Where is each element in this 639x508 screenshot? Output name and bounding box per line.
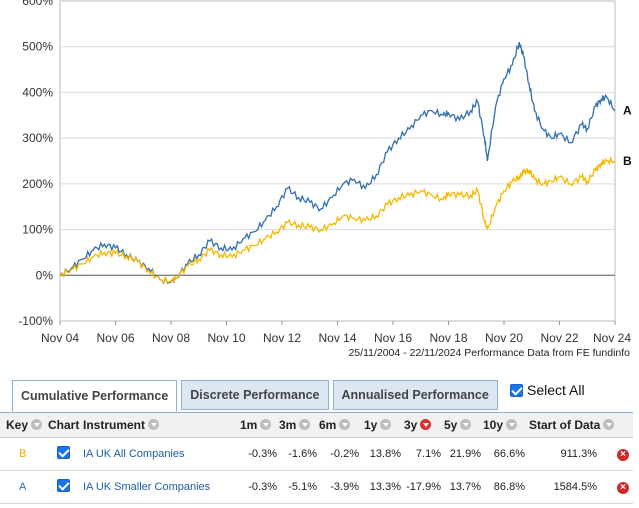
grid-lines: [60, 46, 615, 276]
header-1y[interactable]: 1y: [359, 418, 401, 432]
value-3m: -1.6%: [288, 448, 317, 460]
x-tick-label: Nov 18: [429, 331, 467, 345]
value-start-of-data: 1584.5%: [553, 481, 597, 493]
remove-cell: ×: [597, 448, 633, 461]
x-tick-label: Nov 14: [318, 331, 356, 345]
series-lines: [59, 41, 616, 285]
sort-icon[interactable]: [148, 419, 160, 430]
performance-tabs: Cumulative Performance Discrete Performa…: [12, 380, 498, 412]
chart-toggle-checkbox[interactable]: [57, 446, 70, 459]
series-end-label-A: A: [623, 104, 632, 118]
tab-annualised-performance[interactable]: Annualised Performance: [332, 380, 498, 410]
remove-cell: ×: [597, 481, 633, 494]
value-3y: -17.9%: [406, 481, 441, 493]
performance-chart: 600%500%400%300%200%100%0%-100% Nov 04 No…: [18, 0, 632, 359]
chart-toggle-cell: [48, 479, 80, 495]
value-1m: -0.3%: [248, 481, 277, 493]
remove-icon[interactable]: ×: [617, 481, 629, 494]
series-end-labels: AB: [623, 104, 632, 168]
x-tick-label: Nov 06: [96, 331, 134, 345]
value-1y: 13.8%: [369, 448, 401, 460]
header-6m[interactable]: 6m: [317, 418, 359, 432]
table-header-row: Key Chart Instrument 1m 3m 6m 1y 3y 5y 1…: [0, 413, 633, 438]
performance-table: Key Chart Instrument 1m 3m 6m 1y 3y 5y 1…: [0, 412, 633, 504]
x-tick-label: Nov 22: [540, 331, 578, 345]
series-end-label-B: B: [623, 154, 632, 168]
sort-active-icon[interactable]: [420, 419, 432, 430]
key-label: B: [19, 448, 27, 460]
value-10y: 66.6%: [493, 448, 525, 460]
value-3y: 7.1%: [415, 448, 441, 460]
value-5y: 21.9%: [449, 448, 481, 460]
y-tick-label: 0%: [36, 268, 54, 282]
y-axis-ticks: 600% 500% 400% 300% 200% 100% 0% -100%: [18, 0, 53, 328]
select-all-label: Select All: [527, 382, 585, 398]
value-1y: 13.3%: [369, 481, 401, 493]
remove-icon[interactable]: ×: [617, 448, 629, 461]
x-tick-label: Nov 16: [374, 331, 412, 345]
key-label: A: [19, 481, 27, 493]
x-tick-label: Nov 12: [263, 331, 301, 345]
y-tick-label: 600%: [22, 0, 53, 8]
y-tick-label: 200%: [22, 177, 53, 191]
x-axis-ticks: Nov 04 Nov 06 Nov 08 Nov 10 Nov 12 Nov 14 Nov …: [41, 321, 631, 345]
value-1m: -0.3%: [248, 448, 277, 460]
sort-icon[interactable]: [380, 419, 392, 430]
series-line-B: [59, 155, 616, 285]
header-3m[interactable]: 3m: [277, 418, 317, 432]
plot-area: [59, 0, 616, 322]
x-tick-label: Nov 10: [207, 331, 245, 345]
value-5y: 13.7%: [449, 481, 481, 493]
header-10y[interactable]: 10y: [481, 418, 525, 432]
select-all-checkbox[interactable]: [510, 383, 523, 397]
table-row: A IA UK Smaller Companies -0.3% -5.1% -3…: [0, 471, 633, 504]
value-start-of-data: 911.3%: [560, 448, 598, 460]
instrument-link[interactable]: IA UK All Companies: [83, 448, 185, 460]
header-key[interactable]: Key: [0, 418, 48, 432]
chart-toggle-checkbox[interactable]: [57, 479, 70, 492]
sort-icon[interactable]: [299, 419, 311, 430]
sort-icon[interactable]: [603, 419, 615, 430]
chart-toggle-cell: [48, 446, 80, 462]
y-tick-label: -100%: [18, 314, 53, 328]
sort-icon[interactable]: [506, 419, 518, 430]
header-start-of-data[interactable]: Start of Data: [525, 418, 633, 432]
y-tick-label: 300%: [22, 131, 53, 145]
select-all-control[interactable]: Select All: [510, 382, 585, 398]
value-3m: -5.1%: [288, 481, 317, 493]
y-tick-label: 500%: [22, 40, 53, 54]
value-6m: -3.9%: [330, 481, 359, 493]
table-row: B IA UK All Companies -0.3% -1.6% -0.2% …: [0, 438, 633, 471]
instrument-link[interactable]: IA UK Smaller Companies: [83, 481, 211, 493]
tab-discrete-performance[interactable]: Discrete Performance: [181, 380, 329, 410]
header-instrument[interactable]: Instrument: [80, 418, 235, 432]
header-3y[interactable]: 3y: [401, 418, 441, 432]
header-1m[interactable]: 1m: [235, 418, 277, 432]
header-5y[interactable]: 5y: [441, 418, 481, 432]
sort-icon[interactable]: [31, 419, 43, 430]
chart-caption: 25/11/2004 - 22/11/2024 Performance Data…: [348, 347, 630, 359]
sort-icon[interactable]: [260, 419, 272, 430]
sort-icon[interactable]: [460, 419, 472, 430]
value-10y: 86.8%: [493, 481, 525, 493]
y-tick-label: 100%: [22, 223, 53, 237]
x-tick-label: Nov 08: [152, 331, 190, 345]
y-tick-label: 400%: [22, 85, 53, 99]
value-6m: -0.2%: [330, 448, 359, 460]
x-tick-label: Nov 20: [485, 331, 523, 345]
tab-cumulative-performance[interactable]: Cumulative Performance: [12, 380, 178, 412]
header-chart: Chart: [48, 418, 80, 432]
x-tick-label: Nov 24: [593, 331, 631, 345]
sort-icon[interactable]: [339, 419, 351, 430]
x-tick-label: Nov 04: [41, 331, 79, 345]
